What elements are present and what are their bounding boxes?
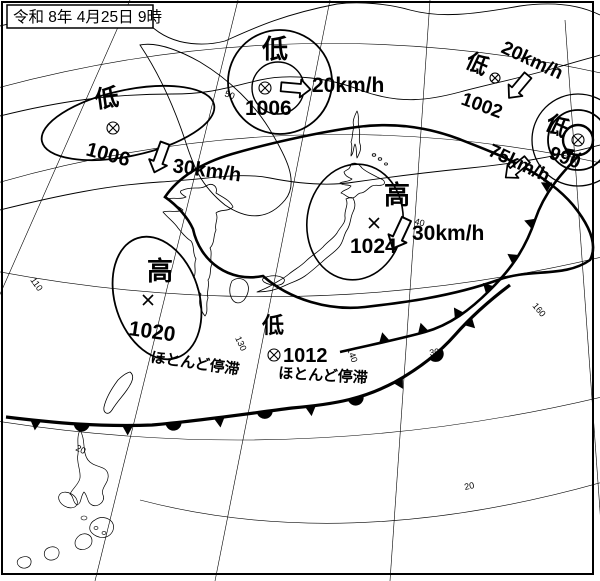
- svg-text:低: 低: [261, 34, 288, 64]
- svg-text:130: 130: [233, 335, 248, 353]
- svg-text:1012: 1012: [283, 345, 328, 367]
- svg-text:20km/h: 20km/h: [498, 37, 566, 84]
- svg-text:低: 低: [541, 109, 572, 141]
- svg-text:低: 低: [461, 47, 492, 79]
- svg-text:令和 8年 4月25日 9時: 令和 8年 4月25日 9時: [13, 8, 162, 26]
- svg-text:1006: 1006: [84, 139, 133, 172]
- svg-text:30: 30: [429, 346, 441, 358]
- svg-text:20: 20: [463, 480, 475, 492]
- svg-text:50: 50: [223, 88, 236, 101]
- svg-text:1002: 1002: [458, 89, 505, 123]
- svg-text:ほとんど停滞: ほとんど停滞: [149, 348, 240, 378]
- svg-text:1024: 1024: [350, 235, 397, 258]
- svg-text:高: 高: [147, 256, 173, 286]
- svg-text:高: 高: [384, 180, 410, 210]
- svg-text:1006: 1006: [245, 97, 292, 120]
- svg-text:75km/h: 75km/h: [485, 140, 553, 187]
- svg-text:160: 160: [530, 301, 547, 319]
- svg-text:ほとんど停滞: ほとんど停滞: [278, 364, 368, 387]
- svg-text:20km/h: 20km/h: [312, 74, 384, 97]
- svg-text:低: 低: [261, 313, 284, 338]
- svg-text:低: 低: [92, 84, 121, 114]
- svg-text:30km/h: 30km/h: [171, 155, 242, 186]
- svg-text:110: 110: [28, 275, 44, 292]
